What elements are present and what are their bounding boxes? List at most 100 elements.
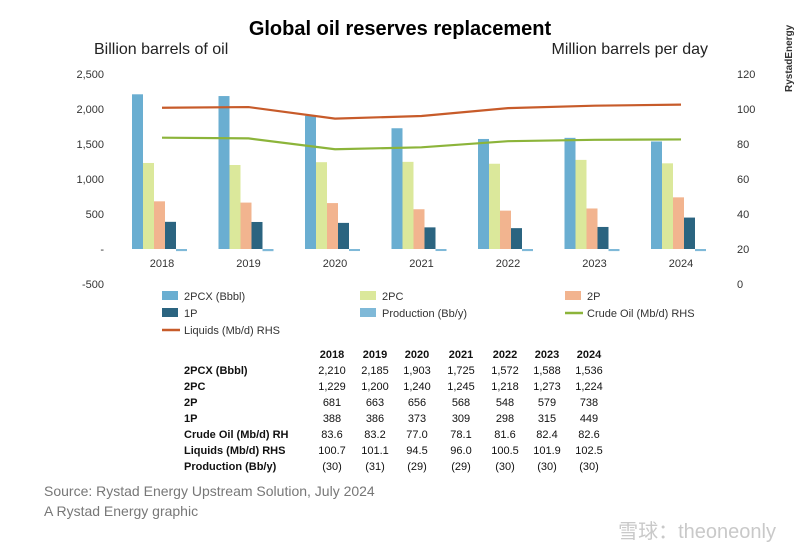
left-axis-tick-label: 500 xyxy=(86,209,104,221)
table-cell: 83.2 xyxy=(364,429,385,441)
left-axis-tick-label: 2,500 xyxy=(76,69,104,81)
bar-1p xyxy=(511,228,522,249)
bar-2pc xyxy=(575,159,587,249)
bar-2pcx-bbbl xyxy=(132,94,143,249)
bar-production-bb-y xyxy=(522,249,533,252)
table-cell: 1,200 xyxy=(361,381,389,393)
bar-2pcx-bbbl xyxy=(305,115,316,249)
bar-1p xyxy=(597,226,609,249)
table-cell: 1,224 xyxy=(575,381,603,393)
right-axis-tick-label: 100 xyxy=(737,104,755,116)
line-liquids-mb-d-rhs xyxy=(161,103,682,120)
table-cell: 94.5 xyxy=(406,445,427,457)
line-crude-oil-mb-d-rhs xyxy=(161,136,682,151)
left-axis-title: Billion barrels of oil xyxy=(94,41,228,58)
table-cell: 1,572 xyxy=(491,365,519,377)
table-cell: (30) xyxy=(579,461,599,473)
bar-2p xyxy=(154,201,165,249)
bar-2pc xyxy=(662,163,673,249)
table-cell: 388 xyxy=(323,413,341,425)
legend-label: Crude Oil (Mb/d) RHS xyxy=(587,308,695,320)
table-cell: (30) xyxy=(322,461,342,473)
table-row-label: 2PC xyxy=(184,381,205,393)
bar-1p xyxy=(424,227,436,249)
table-cell: 373 xyxy=(408,413,426,425)
table-cell: 1,229 xyxy=(318,381,346,393)
table-cell: 1,903 xyxy=(403,365,431,377)
left-axis-tick-label: - xyxy=(100,244,104,256)
legend-swatch xyxy=(162,291,178,300)
table-cell: (29) xyxy=(451,461,471,473)
table-cell: 82.4 xyxy=(536,429,557,441)
table-cell: 78.1 xyxy=(450,429,471,441)
legend-label: Production (Bb/y) xyxy=(382,308,467,320)
bar-2pc xyxy=(229,165,241,249)
table-cell: 1,273 xyxy=(533,381,561,393)
category-label: 2020 xyxy=(323,258,347,270)
bar-2pc xyxy=(489,163,500,249)
table-cell: 102.5 xyxy=(575,445,603,457)
table-cell: (29) xyxy=(407,461,427,473)
right-axis-tick-label: 60 xyxy=(737,174,749,186)
bar-production-bb-y xyxy=(608,249,620,252)
bar-2pcx-bbbl xyxy=(478,138,489,249)
legend-swatch xyxy=(162,308,178,317)
table-header: 2018 xyxy=(320,349,344,361)
table-cell: 1,218 xyxy=(491,381,519,393)
table-cell: 1,725 xyxy=(447,365,475,377)
bar-2p xyxy=(673,197,684,249)
table-cell: 96.0 xyxy=(450,445,471,457)
right-axis-tick-label: 120 xyxy=(737,69,755,81)
category-label: 2018 xyxy=(150,258,174,270)
table-cell: 298 xyxy=(496,413,514,425)
table-cell: 2,185 xyxy=(361,365,389,377)
left-axis-tick-label: 1,500 xyxy=(76,139,104,151)
table-cell: 101.1 xyxy=(361,445,389,457)
bar-2p xyxy=(413,209,425,249)
legend-label: 2P xyxy=(587,291,600,303)
chart-title: Global oil reserves replacement xyxy=(249,18,552,40)
bar-production-bb-y xyxy=(349,249,360,252)
table-cell: (30) xyxy=(495,461,515,473)
table-header: 2020 xyxy=(405,349,429,361)
table-header: 2023 xyxy=(535,349,559,361)
right-axis-tick-label: 20 xyxy=(737,244,749,256)
bar-2p xyxy=(240,202,252,249)
legend-swatch xyxy=(360,308,376,317)
table-cell: 83.6 xyxy=(321,429,342,441)
source-line: Source: Rystad Energy Upstream Solution,… xyxy=(44,483,375,499)
table-header: 2024 xyxy=(577,349,602,361)
bar-2p xyxy=(586,208,598,249)
left-axis-tick-label: 1,000 xyxy=(76,174,104,186)
bar-production-bb-y xyxy=(435,249,447,252)
table-header: 2019 xyxy=(363,349,387,361)
table-cell: 81.6 xyxy=(494,429,515,441)
table-cell: 77.0 xyxy=(406,429,427,441)
table-cell: 386 xyxy=(366,413,384,425)
bar-1p xyxy=(338,222,349,249)
bar-2pcx-bbbl xyxy=(391,128,403,249)
right-axis-tick-label: 80 xyxy=(737,139,749,151)
bar-2pc xyxy=(316,162,327,249)
legend-label: Liquids (Mb/d) RHS xyxy=(184,325,280,337)
table-row-label: Liquids (Mb/d) RHS xyxy=(184,445,285,457)
table-cell: 738 xyxy=(580,397,598,409)
bar-1p xyxy=(684,217,695,249)
table-cell: 101.9 xyxy=(533,445,561,457)
table-cell: 2,210 xyxy=(318,365,346,377)
watermark: 雪球：theoneonly xyxy=(618,520,776,543)
table-cell: 1,536 xyxy=(575,365,603,377)
table-cell: 656 xyxy=(408,397,426,409)
bar-2p xyxy=(327,203,338,249)
table-cell: 100.5 xyxy=(491,445,519,457)
bar-2pcx-bbbl xyxy=(564,137,576,249)
plot-area: 2,500 2,000 1,500 1,000 500 - -500 120 100 80 60 40… xyxy=(76,69,755,291)
table-row-label: 2P xyxy=(184,397,197,409)
right-axis-title: Million barrels per day xyxy=(551,41,708,58)
bar-2pc xyxy=(143,162,154,249)
credit-line: A Rystad Energy graphic xyxy=(44,503,198,519)
table-row-label: Crude Oil (Mb/d) RH xyxy=(184,429,289,441)
right-axis-tick-label: 0 xyxy=(737,279,743,291)
legend-label: 1P xyxy=(184,308,197,320)
